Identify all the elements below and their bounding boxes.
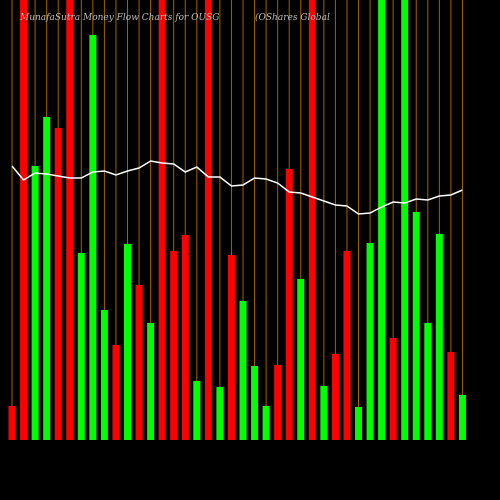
bar [170,251,178,440]
bar [227,255,235,440]
bar [412,212,420,440]
bar [424,323,432,440]
chart-subtitle: (OShares Global [255,12,330,23]
bar [158,0,166,440]
bar [8,406,16,440]
bar [193,381,201,440]
bar [112,345,120,440]
bar [378,0,386,440]
bar [343,251,351,440]
bar [54,128,62,440]
bar [389,338,397,440]
bar [124,244,131,440]
bar [239,301,247,440]
bar [458,395,466,440]
bar [285,169,293,440]
chart-title: MunafaSutra Money Flow Charts for OUSG [19,13,219,23]
bars [8,0,466,440]
bar [308,0,316,440]
bar [66,0,74,440]
bar [77,253,85,440]
bar [89,35,97,440]
bar [274,365,282,440]
bar [401,0,409,440]
bar [366,243,374,440]
bar [320,386,328,440]
bar [147,323,155,440]
bar [100,310,108,440]
bar [20,0,28,440]
bar [43,117,51,440]
bar [447,352,455,440]
bar [435,234,443,440]
bar [297,279,305,440]
bar [251,366,259,440]
bar [204,0,212,440]
bar [181,235,189,440]
bar [135,285,143,440]
bar [31,166,39,440]
flow-line [11,160,463,215]
lines [11,160,463,215]
bar [216,387,224,440]
bar [355,407,362,440]
bar [262,406,270,440]
bar [331,354,339,440]
